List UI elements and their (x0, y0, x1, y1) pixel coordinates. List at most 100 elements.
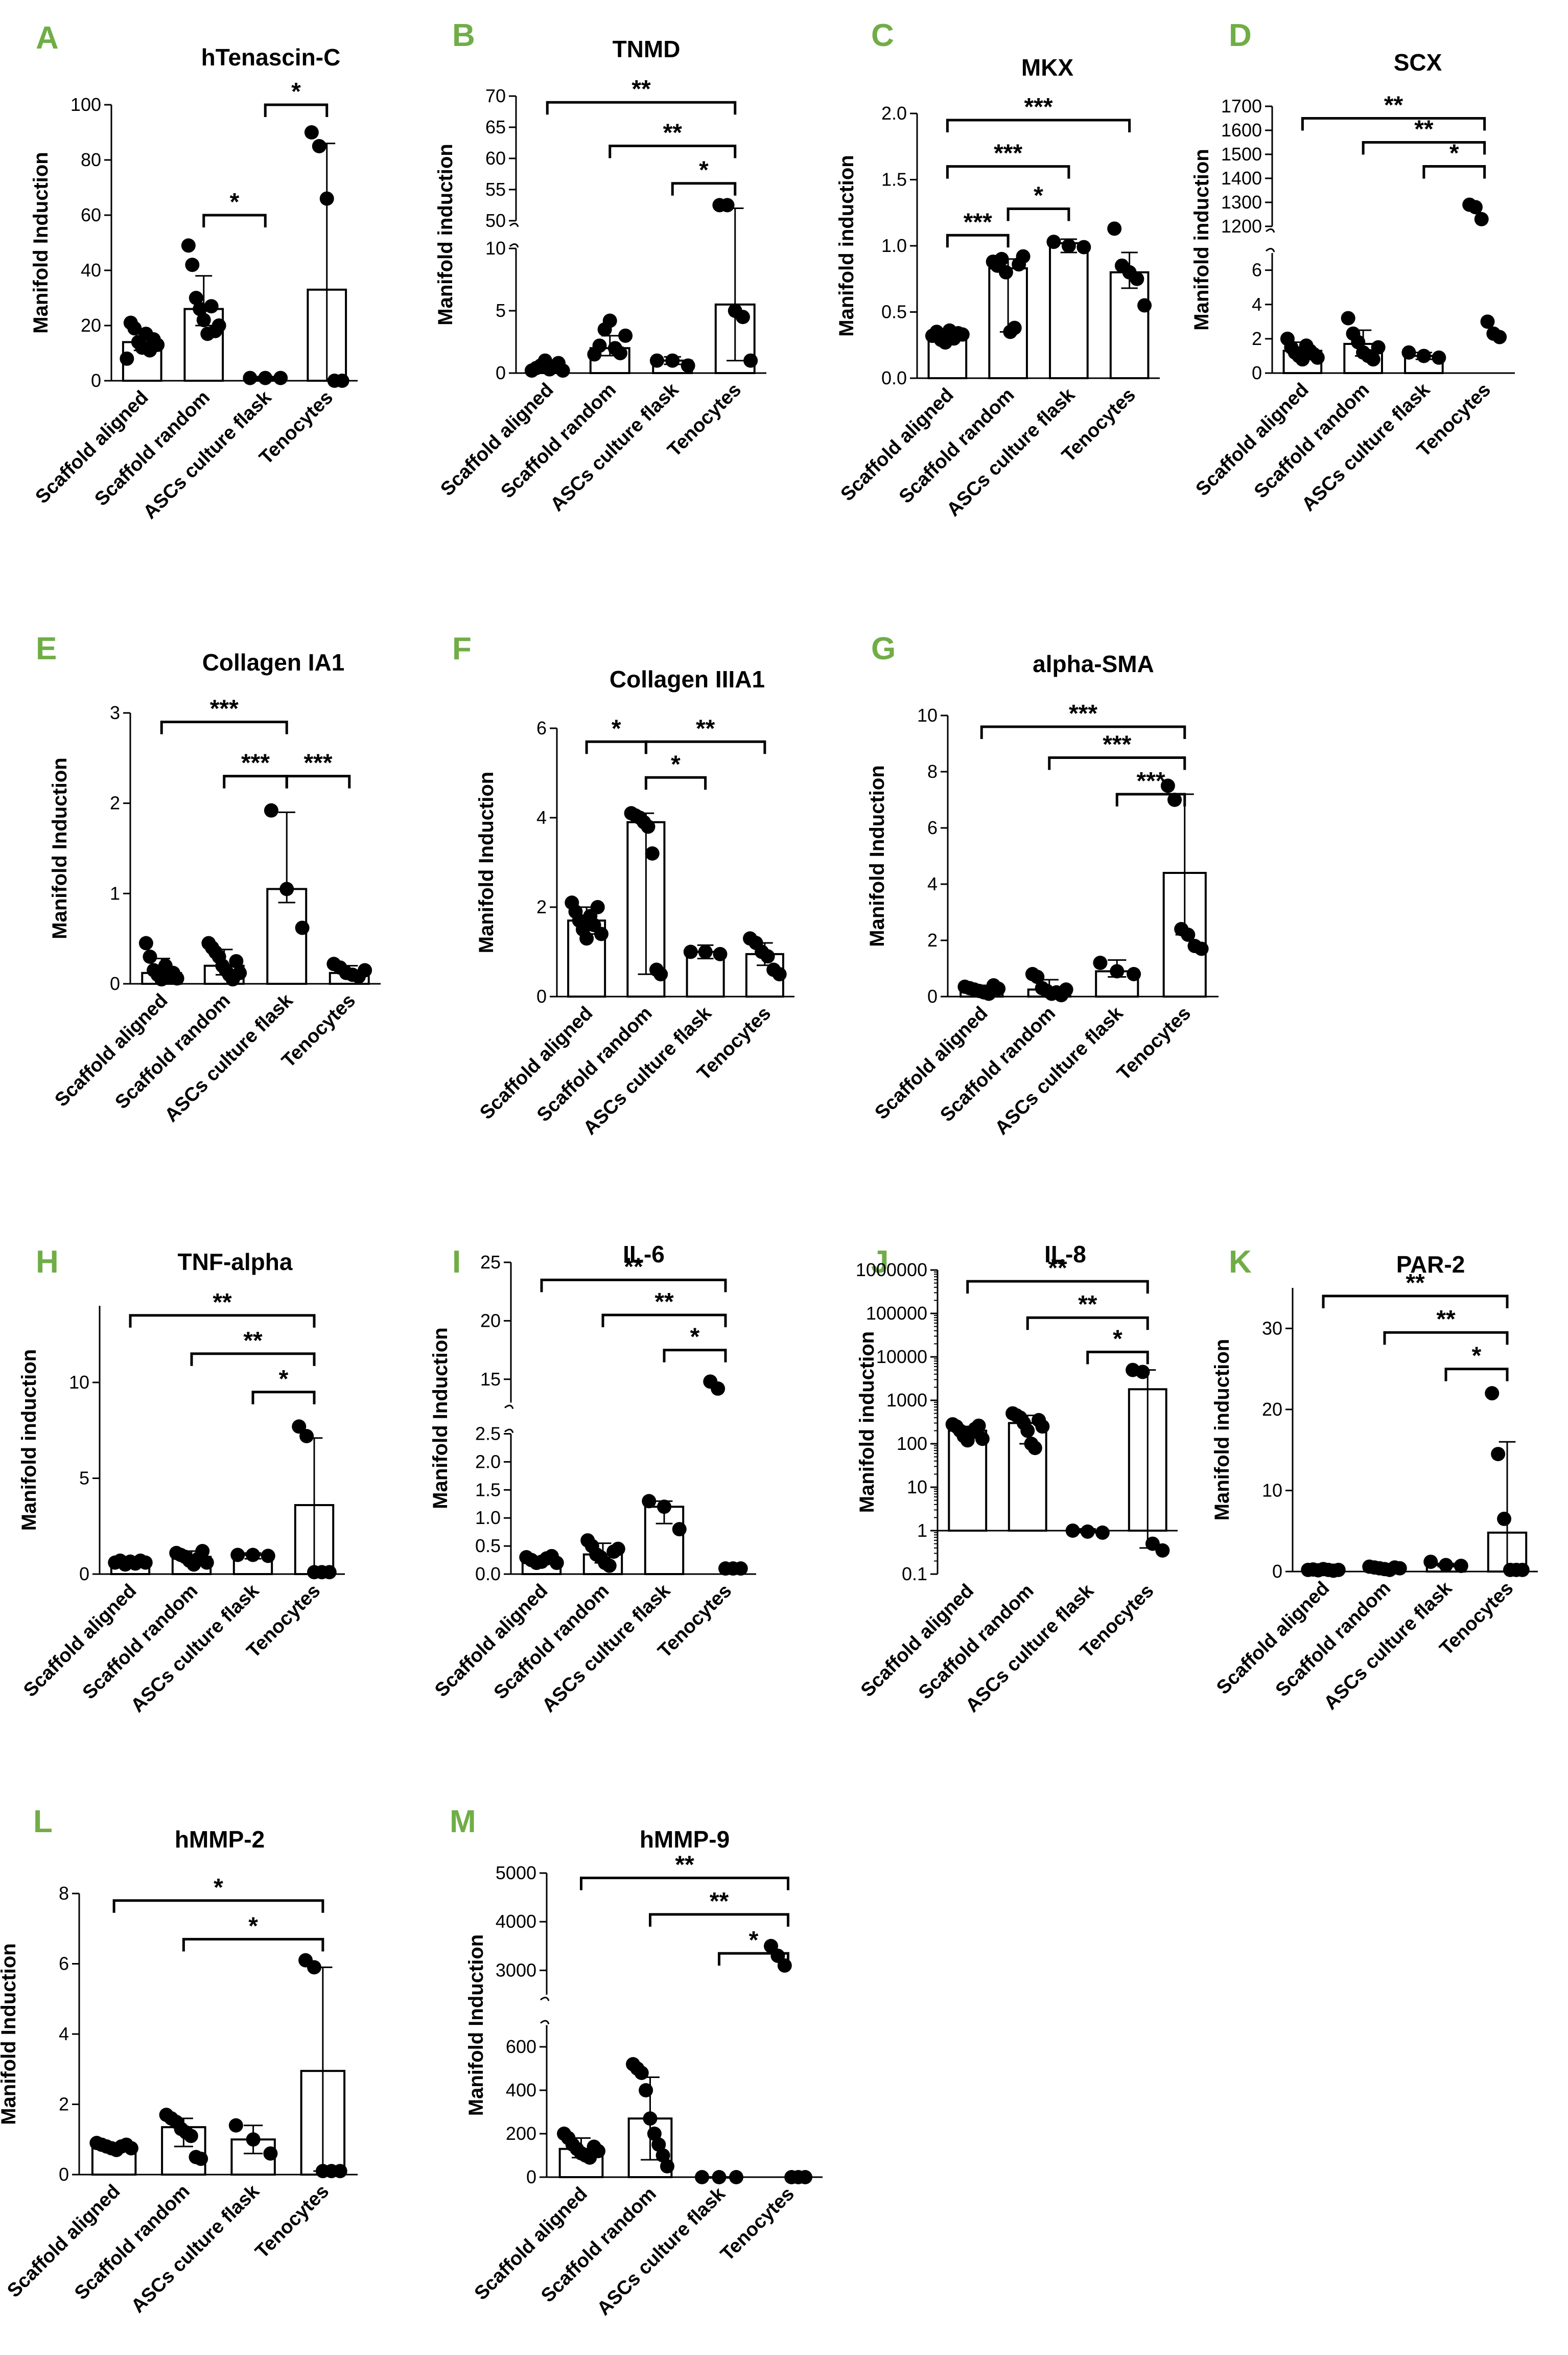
data-point (1492, 330, 1507, 344)
x-tick-label: Tenocytes (1113, 1003, 1196, 1085)
y-tick-label: 4 (1252, 294, 1262, 315)
significance-bracket (663, 1349, 727, 1363)
data-point (555, 363, 570, 378)
data-point (264, 803, 278, 818)
y-tick-label: 1200 (1221, 216, 1262, 237)
y-tick-label: 0 (110, 973, 120, 994)
significance-label: * (279, 1366, 289, 1393)
y-tick-label: 40 (81, 260, 101, 281)
panel-letter: K (1229, 1244, 1252, 1280)
significance-label: ** (1078, 1291, 1097, 1318)
y-tick-label: 30 (1262, 1318, 1282, 1338)
y-tick-label: 0 (59, 2164, 69, 2185)
significance-bracket (946, 234, 1010, 248)
chart-title: SCX (1394, 49, 1442, 76)
data-point (683, 944, 698, 959)
data-point (772, 967, 787, 982)
data-point (1093, 956, 1108, 970)
chart-title: TNF-alpha (178, 1249, 293, 1275)
data-point (1491, 1447, 1506, 1462)
data-point (229, 954, 244, 968)
chart-title: alpha-SMA (1033, 651, 1154, 677)
data-point (649, 353, 664, 368)
chart-title: Collagen IIIA1 (610, 666, 765, 692)
y-tick-label: 8 (927, 761, 938, 782)
data-point (681, 358, 695, 373)
y-axis-label: Manifold Induction (866, 765, 888, 947)
data-point (304, 125, 319, 140)
significance-label: ** (213, 1289, 232, 1316)
data-point (1046, 235, 1061, 249)
significance-bracket (644, 776, 707, 790)
significance-bracket (1322, 1295, 1509, 1308)
data-point (645, 846, 660, 861)
data-point (656, 2148, 670, 2163)
data-point (1107, 221, 1122, 236)
significance-label: * (671, 751, 681, 778)
y-axis-label: Manifold induction (835, 155, 858, 337)
y-tick-label: 1000 (886, 1390, 927, 1411)
y-tick-label: 4000 (496, 1911, 536, 1932)
panel-letter: B (452, 18, 475, 53)
significance-bracket (190, 1352, 316, 1366)
bar (1049, 242, 1089, 379)
y-tick-label: 200 (506, 2123, 536, 2144)
x-tick-label: Scaffold aligned (857, 1580, 978, 1701)
y-tick-label: 100 (897, 1433, 927, 1454)
chart-title: IL-8 (1044, 1241, 1086, 1267)
significance-bracket (980, 725, 1186, 739)
axis-break-mark (1266, 248, 1275, 252)
significance-bracket (202, 214, 267, 227)
significance-bracket (160, 721, 288, 734)
data-point (333, 2164, 347, 2179)
y-tick-label: 6 (1252, 260, 1262, 281)
y-axis-label: Manifold induction (434, 144, 457, 326)
y-tick-label: 0 (526, 2166, 536, 2187)
significance-bracket (644, 740, 766, 754)
y-tick-label: 8 (59, 1883, 69, 1904)
significance-label: ** (696, 715, 715, 742)
data-point (1310, 350, 1325, 365)
data-point (611, 1541, 625, 1556)
significance-bracket (1115, 793, 1186, 806)
significance-bracket (718, 1952, 789, 1966)
y-tick-label: 1400 (1221, 168, 1262, 189)
x-tick-label: ASCs culture flask (593, 2183, 730, 2320)
data-point (1366, 352, 1380, 367)
x-tick-label: Scaffold random (490, 1580, 614, 1704)
data-point (1155, 1543, 1170, 1558)
y-tick-label: 3 (110, 702, 120, 723)
data-point (594, 927, 609, 941)
y-axis-label: Manifold induction (856, 1331, 878, 1513)
data-point (1065, 1523, 1080, 1538)
data-point (1468, 200, 1483, 215)
chart-title: MKX (1021, 54, 1074, 81)
panel-letter: A (36, 20, 59, 56)
y-tick-label: 4 (59, 2023, 69, 2044)
panel-letter: G (871, 631, 896, 666)
y-tick-label: 0.0 (475, 1563, 501, 1584)
chart-title: PAR-2 (1396, 1251, 1465, 1278)
significance-label: * (1034, 182, 1043, 209)
data-point (1416, 349, 1431, 363)
data-point (273, 371, 288, 385)
y-tick-label: 2 (110, 793, 120, 814)
data-point (1515, 1562, 1530, 1577)
significance-label: * (749, 1927, 759, 1954)
y-tick-label: 55 (485, 179, 506, 200)
data-point (1061, 239, 1076, 253)
y-tick-label: 3000 (496, 1959, 536, 1980)
significance-bracket (1026, 1316, 1149, 1330)
x-tick-label: Tenocytes (251, 2181, 334, 2263)
data-point (643, 2111, 658, 2126)
y-tick-label: 0 (496, 362, 506, 383)
data-point (760, 949, 775, 964)
axis-break-mark (509, 222, 519, 227)
significance-label: ** (631, 76, 651, 103)
data-point (777, 1958, 792, 1973)
data-point (1181, 928, 1196, 942)
x-tick-label: Scaffold aligned (476, 1003, 597, 1124)
data-point (955, 327, 970, 342)
data-point (1110, 964, 1125, 979)
